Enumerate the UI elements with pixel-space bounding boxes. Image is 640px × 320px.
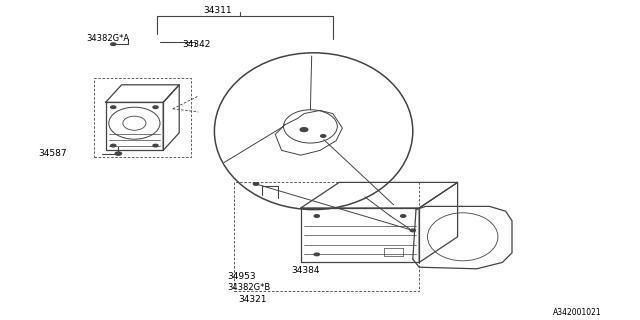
Text: A342001021: A342001021 [553, 308, 602, 317]
Circle shape [111, 144, 116, 147]
Circle shape [115, 152, 122, 155]
Circle shape [314, 253, 319, 256]
Text: 34321: 34321 [239, 295, 267, 304]
Circle shape [111, 43, 116, 45]
Circle shape [321, 135, 326, 137]
Text: 34342: 34342 [182, 40, 211, 49]
Circle shape [153, 106, 158, 108]
Text: 34311: 34311 [204, 6, 232, 15]
Text: 34382G*B: 34382G*B [227, 284, 271, 292]
Circle shape [401, 215, 406, 217]
Text: 34382G*A: 34382G*A [86, 34, 129, 43]
Text: 34587: 34587 [38, 149, 67, 158]
Circle shape [300, 128, 308, 132]
Circle shape [410, 229, 415, 232]
Text: 34384: 34384 [291, 266, 320, 275]
Circle shape [314, 215, 319, 217]
Circle shape [253, 183, 259, 185]
Circle shape [111, 106, 116, 108]
Circle shape [153, 144, 158, 147]
Text: 34953: 34953 [227, 272, 256, 281]
